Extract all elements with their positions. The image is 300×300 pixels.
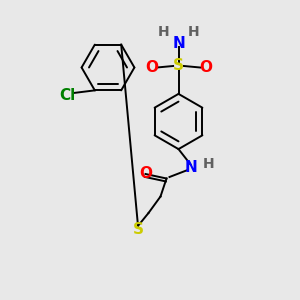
Text: H: H	[158, 25, 169, 38]
Text: Cl: Cl	[59, 88, 76, 104]
Text: O: O	[145, 60, 158, 75]
Text: O: O	[139, 167, 152, 182]
Text: N: N	[184, 160, 197, 175]
Text: O: O	[199, 60, 212, 75]
Text: H: H	[203, 157, 214, 170]
Text: N: N	[172, 36, 185, 51]
Text: H: H	[188, 25, 199, 38]
Text: S: S	[173, 58, 184, 74]
Text: S: S	[133, 222, 143, 237]
